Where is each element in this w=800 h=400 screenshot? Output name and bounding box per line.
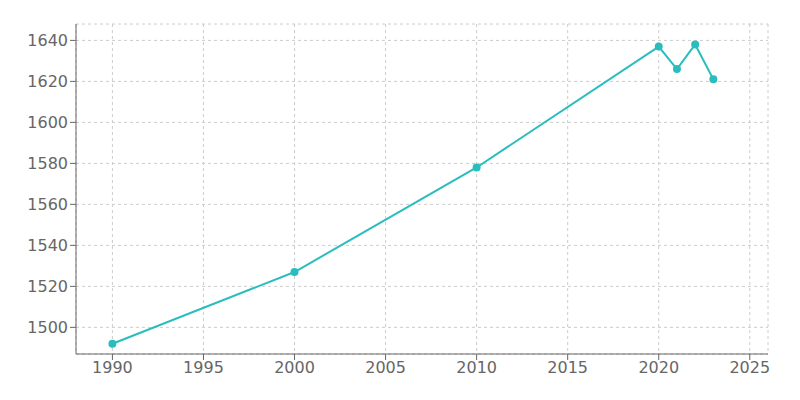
svg-text:2005: 2005 [365,358,406,377]
svg-text:1990: 1990 [92,358,133,377]
svg-text:1640: 1640 [27,31,68,50]
svg-text:2010: 2010 [456,358,497,377]
svg-text:1560: 1560 [27,195,68,214]
svg-text:2000: 2000 [274,358,315,377]
svg-text:1500: 1500 [27,318,68,337]
svg-text:1620: 1620 [27,72,68,91]
svg-text:2025: 2025 [729,358,770,377]
svg-text:1995: 1995 [183,358,224,377]
svg-text:1520: 1520 [27,277,68,296]
svg-text:2020: 2020 [638,358,679,377]
svg-text:1600: 1600 [27,113,68,132]
svg-text:2015: 2015 [547,358,588,377]
svg-text:1540: 1540 [27,236,68,255]
svg-text:1580: 1580 [27,154,68,173]
